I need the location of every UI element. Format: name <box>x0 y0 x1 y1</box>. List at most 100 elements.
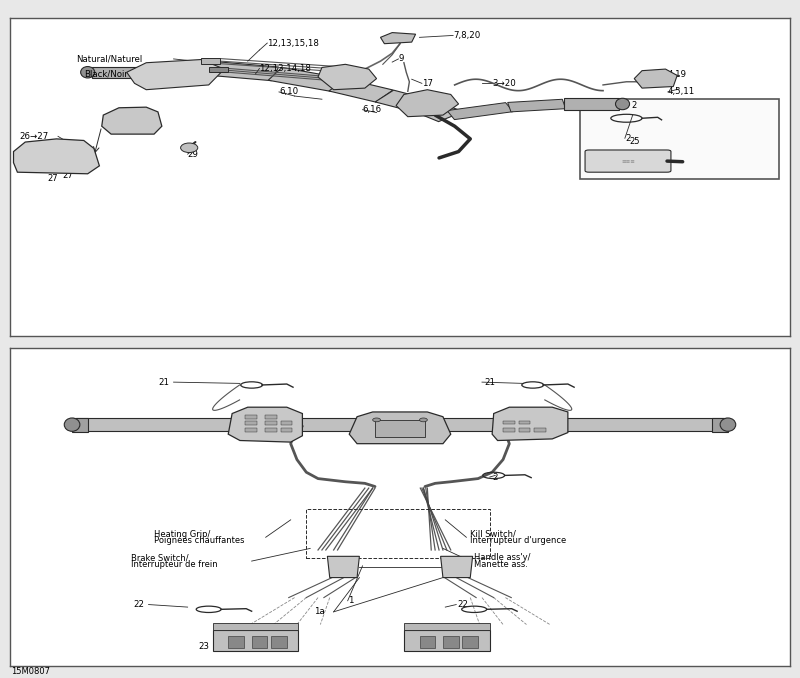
Polygon shape <box>396 89 458 117</box>
Polygon shape <box>350 412 450 443</box>
Bar <box>62 158 74 163</box>
Ellipse shape <box>64 418 80 431</box>
Polygon shape <box>400 418 541 431</box>
Polygon shape <box>441 557 473 578</box>
Text: 22: 22 <box>134 600 145 609</box>
Polygon shape <box>102 107 162 134</box>
Text: 21: 21 <box>158 378 170 386</box>
Bar <box>271 636 286 648</box>
Bar <box>213 623 298 630</box>
Text: Heating Grip/: Heating Grip/ <box>154 530 210 538</box>
Polygon shape <box>259 418 400 431</box>
Text: 1: 1 <box>348 596 353 605</box>
Text: 22: 22 <box>458 600 469 609</box>
Polygon shape <box>318 64 377 89</box>
Polygon shape <box>228 407 302 442</box>
Bar <box>46 152 58 157</box>
Bar <box>404 623 490 630</box>
Bar <box>281 422 292 425</box>
Text: 4,5,11: 4,5,11 <box>668 87 695 96</box>
Polygon shape <box>198 60 278 81</box>
Text: 1a: 1a <box>314 607 325 616</box>
Text: 24: 24 <box>449 642 459 652</box>
Polygon shape <box>126 60 224 89</box>
Bar <box>228 636 244 648</box>
Bar <box>246 428 257 432</box>
Bar <box>579 99 778 178</box>
Polygon shape <box>14 139 99 174</box>
Text: 3→20: 3→20 <box>492 79 516 88</box>
Text: 21: 21 <box>484 378 495 386</box>
Bar <box>265 415 277 419</box>
Text: 12,13,15,18: 12,13,15,18 <box>267 39 319 47</box>
Text: Interrupteur d'urgence: Interrupteur d'urgence <box>470 536 566 545</box>
Polygon shape <box>447 102 513 119</box>
Text: Handle ass'y/: Handle ass'y/ <box>474 553 530 563</box>
Polygon shape <box>375 90 437 113</box>
Bar <box>281 428 292 432</box>
Text: 29: 29 <box>188 150 198 159</box>
Text: 6,16: 6,16 <box>362 105 382 114</box>
Polygon shape <box>492 407 568 441</box>
Bar <box>30 152 43 157</box>
Text: 6,10: 6,10 <box>279 87 298 96</box>
Polygon shape <box>268 67 345 92</box>
Text: 23: 23 <box>198 642 210 652</box>
Bar <box>419 636 435 648</box>
Bar <box>404 630 490 651</box>
Bar <box>46 158 58 163</box>
Text: 25: 25 <box>625 156 636 165</box>
Bar <box>503 428 514 432</box>
Polygon shape <box>381 33 416 43</box>
Text: 12,13,14,18: 12,13,14,18 <box>259 64 311 73</box>
Text: 2: 2 <box>632 101 637 111</box>
Bar <box>246 415 257 419</box>
Text: 7,8,20: 7,8,20 <box>453 31 480 40</box>
Bar <box>375 420 425 437</box>
Bar <box>265 428 277 432</box>
Text: 2: 2 <box>492 473 498 481</box>
Polygon shape <box>329 79 393 102</box>
Bar <box>213 630 298 651</box>
Polygon shape <box>76 418 259 431</box>
Polygon shape <box>72 418 88 432</box>
Ellipse shape <box>615 98 630 110</box>
Polygon shape <box>327 557 359 578</box>
Text: 27: 27 <box>62 171 74 180</box>
Bar <box>534 428 546 432</box>
Text: 27: 27 <box>47 174 58 184</box>
Bar <box>443 636 458 648</box>
Ellipse shape <box>373 418 381 422</box>
Text: Natural/Naturel: Natural/Naturel <box>76 54 142 64</box>
FancyBboxPatch shape <box>585 150 671 172</box>
Bar <box>462 636 478 648</box>
Polygon shape <box>712 418 728 432</box>
Bar <box>30 158 43 163</box>
Polygon shape <box>415 102 463 121</box>
Text: Black/Noir: Black/Noir <box>84 69 128 79</box>
Text: 28: 28 <box>118 115 128 123</box>
Polygon shape <box>201 58 221 64</box>
Text: 15M0807: 15M0807 <box>11 667 50 676</box>
Polygon shape <box>142 60 205 79</box>
Polygon shape <box>564 98 618 110</box>
Ellipse shape <box>720 418 736 431</box>
Text: 17: 17 <box>422 79 433 88</box>
Text: Manette ass.: Manette ass. <box>474 560 528 569</box>
Bar <box>518 428 530 432</box>
Text: Kill Switch/: Kill Switch/ <box>470 530 516 538</box>
Text: Brake Switch/: Brake Switch/ <box>130 553 188 563</box>
Ellipse shape <box>419 418 427 422</box>
Text: ≡≡≡: ≡≡≡ <box>621 159 635 163</box>
Ellipse shape <box>81 66 94 78</box>
Bar <box>306 508 490 558</box>
Bar <box>265 422 277 425</box>
Text: 9: 9 <box>398 54 404 64</box>
Ellipse shape <box>181 143 198 153</box>
Text: 4,19: 4,19 <box>668 71 687 79</box>
Polygon shape <box>209 66 228 73</box>
Bar <box>246 422 257 425</box>
Text: 26→27: 26→27 <box>19 132 48 141</box>
Text: 2: 2 <box>625 134 630 143</box>
Bar <box>503 420 514 424</box>
